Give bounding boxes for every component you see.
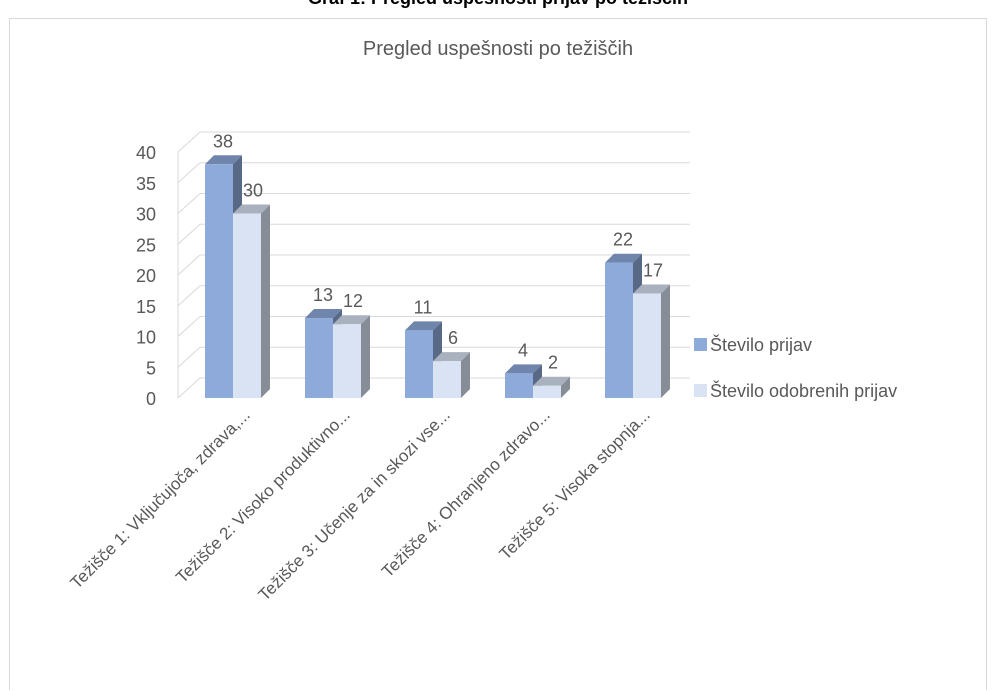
x-tick-label: Težišče 3: Učenje za in skozi vse...: [255, 405, 454, 604]
gridline-depth: [177, 377, 201, 399]
bar-top: [505, 364, 542, 374]
gridline-depth: [177, 193, 201, 214]
bar-side: [661, 284, 670, 398]
bar-top: [533, 376, 570, 386]
legend-label: Število odobrenih prijav: [710, 380, 897, 401]
bar-top: [405, 321, 442, 331]
data-label: 6: [448, 328, 458, 348]
x-tick-label: Težišče 2: Visoko produktivno...: [172, 405, 354, 587]
y-tick-label: 5: [146, 358, 156, 378]
bar: [533, 385, 561, 398]
y-axis-ticks: 0 5 10 15 20 25 30 35 40: [136, 143, 156, 409]
bar: [205, 164, 233, 398]
data-label: 13: [313, 285, 333, 305]
bar-top: [305, 309, 342, 319]
y-tick-label: 35: [136, 174, 156, 194]
y-tick-label: 15: [136, 297, 156, 317]
chart-title: Pregled uspešnosti po težiščih: [363, 38, 633, 60]
gridline-depth: [177, 162, 201, 184]
gridline-depth: [177, 346, 201, 368]
bar-top: [605, 253, 642, 263]
bar-top: [433, 352, 470, 362]
legend-swatch: [694, 338, 707, 351]
data-label: 22: [613, 230, 633, 250]
gridline-depth: [177, 316, 201, 337]
x-tick-label: Težišče 1: Vključujoča, zdrava,...: [67, 405, 254, 592]
bar-top: [205, 155, 242, 165]
bar: [433, 361, 461, 398]
gridline-depth: [177, 254, 201, 276]
y-tick-label: 0: [146, 389, 156, 409]
bar: [305, 318, 333, 398]
bars: [205, 155, 670, 398]
bar: [605, 262, 633, 398]
y-tick-label: 20: [136, 266, 156, 286]
y-tick-label: 10: [136, 328, 156, 348]
legend-swatch: [694, 384, 707, 397]
bar-side: [561, 376, 570, 398]
chart-frame: [9, 18, 987, 690]
bar: [505, 373, 533, 398]
y-tick-label: 25: [136, 235, 156, 255]
bar: [333, 324, 361, 398]
bar-side: [261, 204, 270, 398]
x-tick-label: Težišče 4: Ohranjeno zdravo...: [378, 405, 554, 581]
bar: [633, 293, 661, 398]
data-label: 38: [213, 131, 233, 151]
data-label: 11: [414, 297, 433, 317]
figure-caption: Graf 1: Pregled uspešnosti prijav po tež…: [0, 0, 996, 9]
y-tick-label: 30: [136, 205, 156, 225]
bar-top: [333, 315, 370, 325]
data-label: 30: [243, 181, 263, 201]
gridline-depth: [177, 131, 201, 153]
bar-top: [633, 284, 670, 294]
data-label: 4: [518, 340, 528, 360]
gridline-depth: [177, 285, 201, 307]
legend-label: Število prijav: [710, 334, 812, 355]
x-axis-ticks: Težišče 1: Vključujoča, zdrava,...Težišč…: [67, 405, 654, 604]
data-label: 2: [548, 353, 558, 373]
gridline-depth: [177, 223, 201, 245]
bar: [405, 330, 433, 398]
data-label: 12: [343, 291, 363, 311]
y-tick-label: 40: [136, 143, 156, 163]
legend: Število prijav Število odobrenih prijav: [694, 334, 897, 401]
bar: [233, 213, 261, 398]
bar-side: [361, 315, 370, 398]
data-label: 17: [643, 260, 663, 280]
bar-top: [233, 204, 270, 214]
bar-side: [461, 352, 470, 398]
